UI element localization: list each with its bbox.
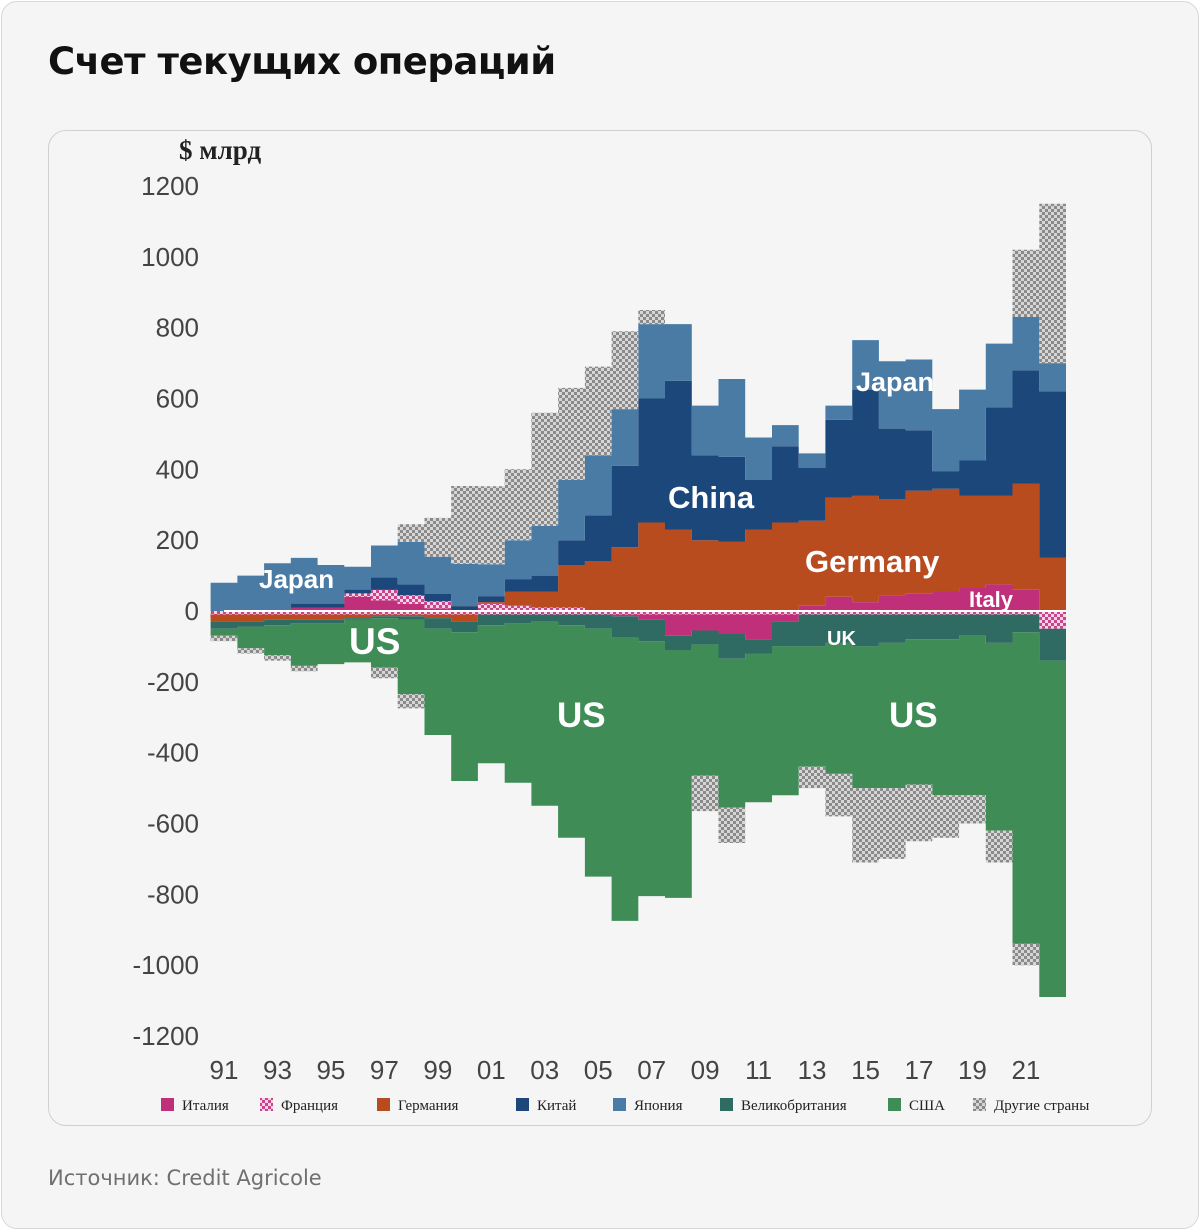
area-uk-negative [210,614,1067,661]
area-usa-negative [210,618,1067,997]
legend-swatch-other [973,1098,986,1111]
page-title: Счет текущих операций [48,40,556,83]
current-account-chart: 1200 1000 800 600 400 200 0 -200 -400 -600 -800 -10… [133,135,1090,1114]
label-italy: Italy [969,587,1014,612]
area-germany-negative [210,614,1067,640]
legend-swatch-france [260,1098,273,1111]
x-tick-label: 01 [477,1055,506,1085]
label-japan-late: Japan [856,367,934,397]
x-tick-label: 03 [530,1055,559,1085]
area-layers [210,203,1067,997]
x-tick-label: 19 [958,1055,987,1085]
legend-swatch-usa [888,1098,901,1111]
legend-label-other: Другие страны [994,1098,1089,1114]
area-germany-positive [210,483,1067,619]
area-other-negative [210,635,1067,997]
y-tick-label: -1000 [133,950,200,980]
y-tick-label: -1200 [133,1021,200,1051]
legend-swatch-japan [613,1098,626,1111]
area-china-positive [210,370,1067,619]
legend-swatch-italy [161,1098,174,1111]
legend-swatch-uk [720,1098,733,1111]
area-italy-positive [210,584,1067,611]
legend-label-china: Китай [537,1098,576,1114]
y-tick-label: 400 [156,454,199,484]
x-tick-label: 11 [745,1055,772,1085]
x-tick-label: 13 [798,1055,827,1085]
label-uk: UK [827,628,856,650]
y-tick-label: -600 [147,809,199,839]
label-japan-early: Japan [259,564,334,594]
legend: Италия Франция Германия Китай Япония Великобр… [161,1098,1089,1114]
area-france-negative [210,611,1067,629]
source-note: Источник: Credit Agricole [48,1166,322,1190]
area-france-positive [210,584,1067,611]
area-japan-positive [210,317,1067,615]
legend-label-france: Франция [281,1098,338,1114]
x-tick-label: 91 [210,1055,239,1085]
x-tick-label: 07 [637,1055,666,1085]
legend-label-uk: Великобритания [741,1098,847,1114]
x-tick-label: 21 [1011,1055,1040,1085]
x-tick-label: 95 [316,1055,345,1085]
legend-swatch-germany [377,1098,390,1111]
y-tick-label: -200 [147,667,199,697]
x-tick-label: 09 [691,1055,720,1085]
label-china: China [668,480,755,515]
label-us-middle: US [557,696,606,735]
y-tick-label: -400 [147,738,199,768]
y-tick-label: 600 [156,384,199,414]
chart-card: 1200 1000 800 600 400 200 0 -200 -400 -600 -800 -10… [48,130,1152,1126]
legend-swatch-china [516,1098,529,1111]
x-tick-label: 97 [370,1055,399,1085]
label-us-late: US [889,696,938,735]
x-tick-label: 05 [584,1055,613,1085]
legend-label-italy: Италия [182,1098,229,1114]
area-italy-negative [210,614,1067,640]
y-tick-label: 0 [185,596,199,626]
y-axis-unit-label: $ млрд [179,135,261,165]
legend-label-japan: Япония [634,1098,683,1114]
y-tick-label: 1200 [141,171,199,201]
y-tick-label: 200 [156,525,199,555]
y-tick-label: 1000 [141,242,199,272]
x-tick-label: 93 [263,1055,292,1085]
x-tick-label: 99 [423,1055,452,1085]
legend-label-germany: Германия [398,1098,459,1114]
y-axis: 1200 1000 800 600 400 200 0 -200 -400 -600 -800 -10… [133,171,200,1051]
y-tick-label: -800 [147,879,199,909]
label-us-early: US [349,621,400,662]
y-tick-label: 800 [156,313,199,343]
x-axis: 91 93 95 97 99 01 03 05 07 09 11 13 15 17 19 21 [210,1055,1041,1085]
label-germany: Germany [805,544,940,579]
legend-label-usa: США [909,1098,945,1114]
x-tick-label: 15 [851,1055,880,1085]
x-tick-label: 17 [905,1055,934,1085]
